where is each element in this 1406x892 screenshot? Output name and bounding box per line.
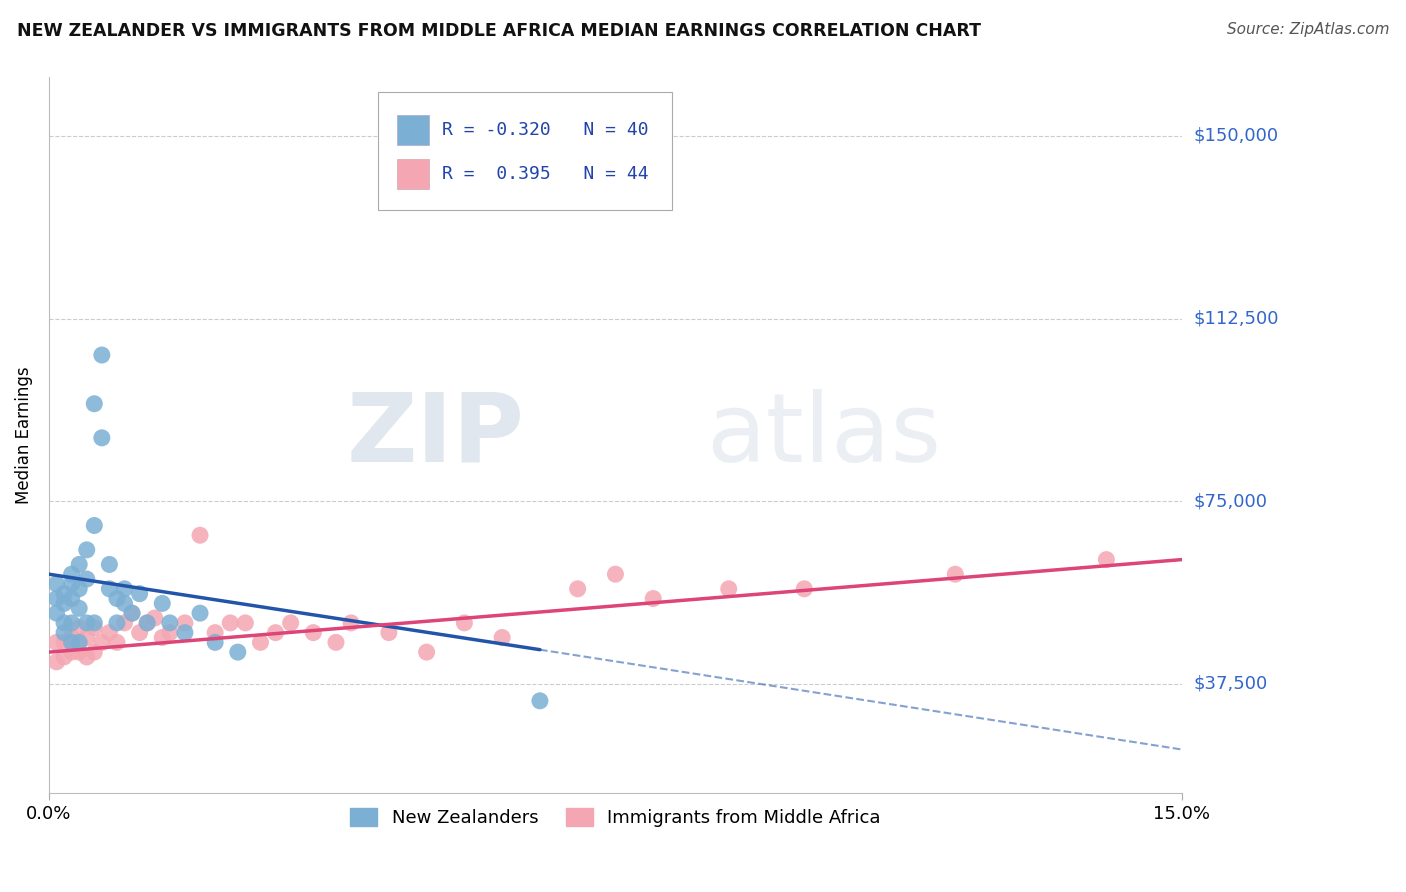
Point	[76, 615, 98, 630]
Point	[264, 625, 287, 640]
Point	[76, 572, 98, 586]
Point	[60, 567, 83, 582]
Point	[60, 645, 83, 659]
Point	[60, 615, 83, 630]
Point	[83, 518, 105, 533]
Text: $75,000: $75,000	[1194, 492, 1267, 510]
Point	[53, 615, 76, 630]
Point	[114, 596, 136, 610]
Point	[249, 635, 271, 649]
Point	[83, 397, 105, 411]
Point	[159, 625, 181, 640]
Text: $150,000: $150,000	[1194, 127, 1278, 145]
Point	[67, 635, 90, 649]
Point	[150, 596, 173, 610]
Text: R =  0.395   N = 44: R = 0.395 N = 44	[441, 165, 648, 183]
Text: ZIP: ZIP	[347, 389, 524, 482]
Point	[76, 542, 98, 557]
Point	[83, 645, 105, 659]
Point	[60, 577, 83, 591]
Point	[643, 591, 665, 606]
Point	[128, 625, 150, 640]
Point	[45, 577, 67, 591]
Text: NEW ZEALANDER VS IMMIGRANTS FROM MIDDLE AFRICA MEDIAN EARNINGS CORRELATION CHART: NEW ZEALANDER VS IMMIGRANTS FROM MIDDLE …	[17, 22, 981, 40]
Point	[60, 631, 83, 645]
Point	[174, 625, 197, 640]
Bar	[396, 159, 429, 189]
Text: atlas: atlas	[706, 389, 941, 482]
Point	[325, 635, 347, 649]
Point	[717, 582, 740, 596]
Legend: New Zealanders, Immigrants from Middle Africa: New Zealanders, Immigrants from Middle A…	[343, 801, 887, 834]
Point	[67, 558, 90, 572]
Point	[53, 635, 76, 649]
Point	[105, 591, 128, 606]
Point	[76, 631, 98, 645]
Point	[150, 631, 173, 645]
Point	[45, 635, 67, 649]
Point	[219, 615, 242, 630]
Point	[67, 621, 90, 635]
Point	[67, 582, 90, 596]
Point	[98, 582, 121, 596]
Point	[60, 591, 83, 606]
Point	[943, 567, 966, 582]
Point	[143, 611, 166, 625]
Point	[60, 635, 83, 649]
Point	[235, 615, 257, 630]
Point	[280, 615, 302, 630]
Point	[121, 606, 143, 620]
Text: $37,500: $37,500	[1194, 674, 1267, 693]
Point	[105, 615, 128, 630]
Point	[159, 615, 181, 630]
Point	[174, 615, 197, 630]
Point	[128, 587, 150, 601]
Point	[83, 621, 105, 635]
Point	[105, 635, 128, 649]
Point	[529, 694, 551, 708]
Point	[136, 615, 159, 630]
Point	[45, 655, 67, 669]
Point	[114, 582, 136, 596]
Point	[793, 582, 815, 596]
Point	[121, 606, 143, 620]
Point	[415, 645, 437, 659]
Point	[188, 528, 211, 542]
Point	[114, 615, 136, 630]
Point	[98, 625, 121, 640]
Point	[340, 615, 363, 630]
Point	[204, 625, 226, 640]
Point	[136, 615, 159, 630]
Point	[90, 348, 112, 362]
Text: R = -0.320   N = 40: R = -0.320 N = 40	[441, 120, 648, 138]
Point	[53, 650, 76, 665]
Point	[204, 635, 226, 649]
Point	[1095, 552, 1118, 566]
Point	[491, 631, 513, 645]
Text: Source: ZipAtlas.com: Source: ZipAtlas.com	[1226, 22, 1389, 37]
Point	[188, 606, 211, 620]
Point	[378, 625, 401, 640]
Point	[90, 635, 112, 649]
Point	[567, 582, 589, 596]
Text: $112,500: $112,500	[1194, 310, 1278, 327]
Point	[83, 615, 105, 630]
Point	[76, 650, 98, 665]
FancyBboxPatch shape	[378, 92, 672, 210]
Point	[67, 601, 90, 615]
Point	[53, 587, 76, 601]
Point	[67, 645, 90, 659]
Point	[453, 615, 475, 630]
Point	[302, 625, 325, 640]
Point	[605, 567, 627, 582]
Y-axis label: Median Earnings: Median Earnings	[15, 367, 32, 504]
Point	[226, 645, 249, 659]
Point	[53, 596, 76, 610]
Point	[45, 606, 67, 620]
Point	[90, 431, 112, 445]
Point	[98, 558, 121, 572]
Point	[45, 591, 67, 606]
Bar	[396, 115, 429, 145]
Point	[53, 625, 76, 640]
